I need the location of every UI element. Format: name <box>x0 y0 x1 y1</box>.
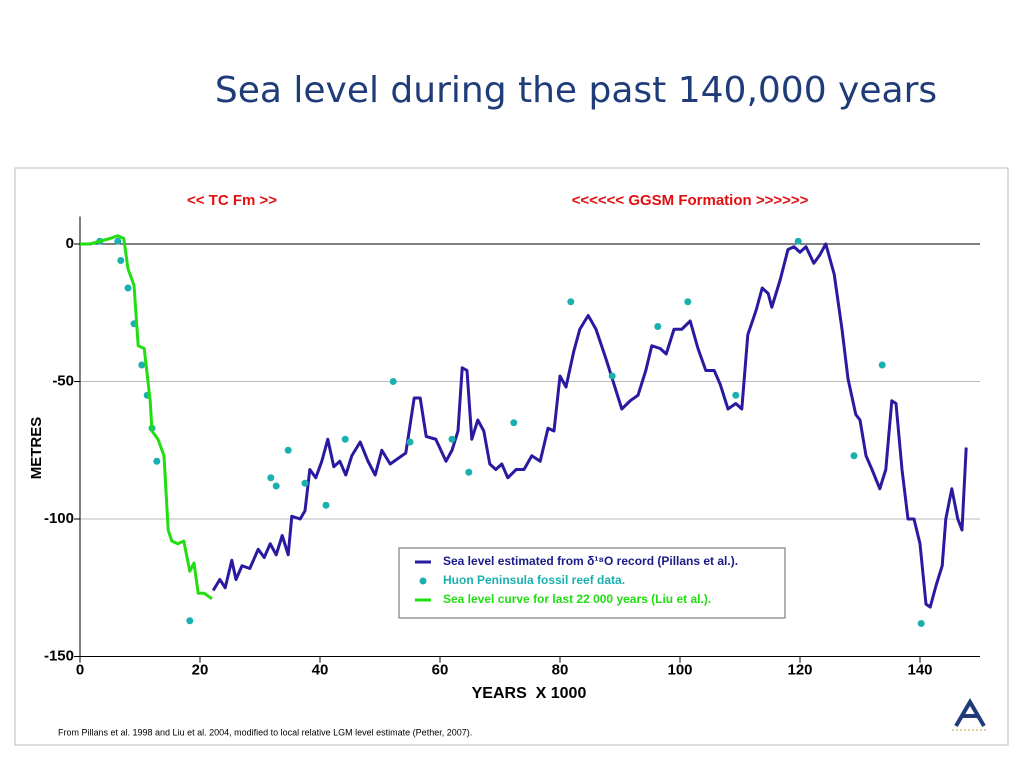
data-point <box>878 361 886 369</box>
y-tick-label: -150 <box>44 647 74 664</box>
x-tick-label: 140 <box>907 661 932 678</box>
x-tick-label: 120 <box>787 661 812 678</box>
data-point <box>567 298 575 306</box>
data-point <box>917 620 925 627</box>
data-point <box>654 323 662 330</box>
data-point <box>124 284 132 292</box>
legend-marker <box>419 577 427 585</box>
data-point <box>448 435 456 443</box>
data-point <box>138 361 146 369</box>
legend-label: Huon Peninsula fossil reef data. <box>443 573 625 587</box>
y-tick-label: -100 <box>44 510 74 527</box>
x-tick-label: 40 <box>312 661 329 678</box>
data-point <box>608 372 616 380</box>
y-tick-label: 0 <box>66 235 74 252</box>
legend-box <box>398 547 786 619</box>
data-point <box>272 482 280 490</box>
data-point <box>186 617 194 625</box>
data-point <box>794 237 802 245</box>
data-point <box>406 438 414 446</box>
data-point <box>389 378 397 385</box>
data-point <box>301 479 309 487</box>
legend-label: Sea level curve for last 22 000 years (L… <box>443 592 711 606</box>
source-note: From Pillans et al. 1998 and Liu et al. … <box>58 727 472 737</box>
annotation: << TC Fm >> <box>187 192 277 209</box>
data-point <box>684 298 692 306</box>
chart-title: Sea level during the past 140,000 years <box>215 70 937 111</box>
line-series <box>80 234 213 600</box>
x-tick-label: 60 <box>432 661 449 678</box>
frame <box>14 167 1009 746</box>
legend-label: Sea level estimated from δ¹⁸O record (Pi… <box>443 554 738 568</box>
annotation: <<<<<< GGSM Formation >>>>>> <box>572 192 809 209</box>
data-point <box>117 257 125 264</box>
data-point <box>322 501 330 509</box>
x-axis-label: YEARS X 1000 <box>472 685 587 702</box>
data-point <box>114 237 122 245</box>
x-tick-label: 20 <box>192 661 209 678</box>
data-point <box>267 474 275 482</box>
data-point <box>732 391 740 399</box>
data-point <box>510 419 518 427</box>
x-tick-label: 80 <box>552 661 569 678</box>
data-point <box>465 468 473 476</box>
data-point <box>850 452 858 460</box>
x-tick-label: 0 <box>76 661 84 678</box>
line-series <box>211 242 968 609</box>
data-point <box>153 457 161 465</box>
data-point <box>284 446 292 454</box>
logo <box>952 698 988 731</box>
data-point <box>341 435 349 443</box>
y-axis-label: METRES <box>28 417 45 480</box>
x-tick-label: 100 <box>667 661 692 678</box>
y-tick-label: -50 <box>52 372 74 389</box>
